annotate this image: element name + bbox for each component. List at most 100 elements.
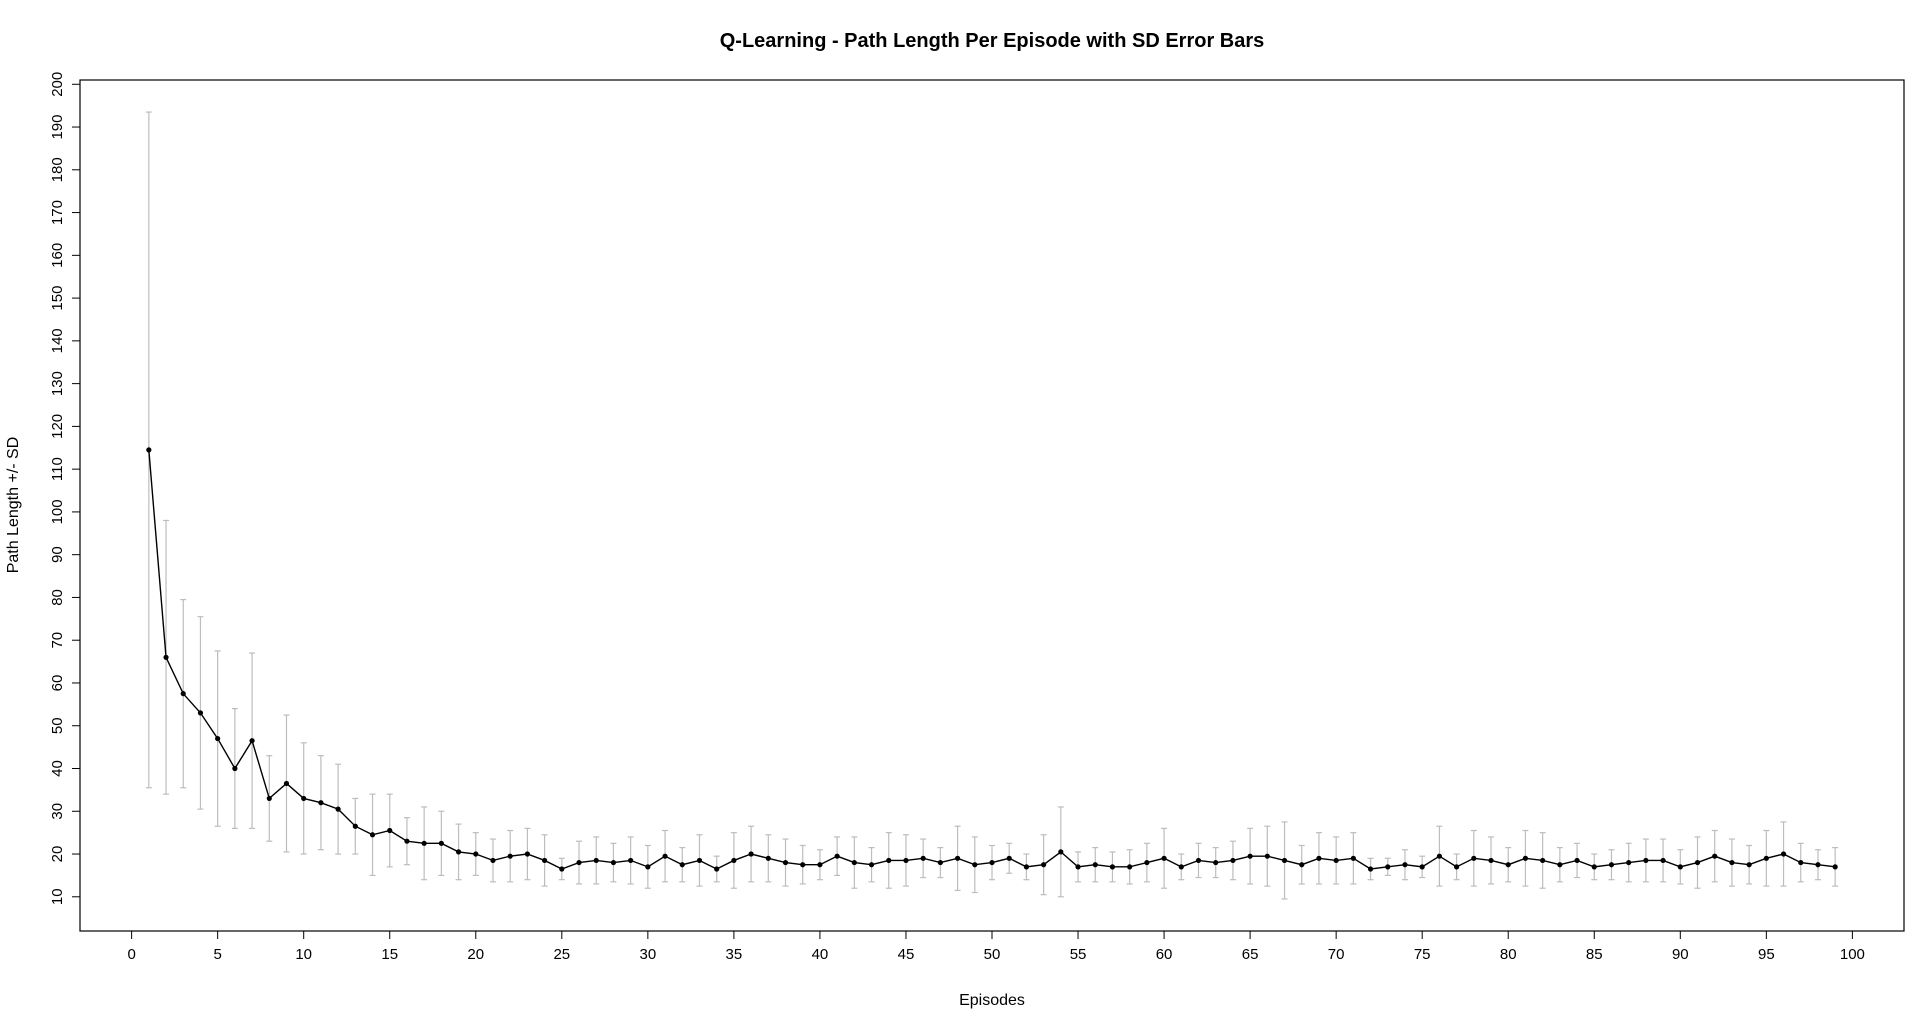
data-point [180, 691, 186, 697]
y-axis-label: Path Length +/- SD [5, 437, 22, 574]
data-point [1161, 855, 1167, 861]
y-tick-label: 180 [49, 157, 66, 182]
data-point [1694, 859, 1701, 866]
data-point [1195, 857, 1202, 864]
data-point [868, 862, 875, 868]
y-tick-label: 40 [49, 760, 66, 777]
data-point [387, 827, 393, 834]
data-point [696, 857, 703, 864]
data-point [1230, 857, 1236, 864]
data-point [542, 857, 548, 864]
data-point [1505, 862, 1511, 868]
x-tick-label: 85 [1586, 946, 1603, 963]
data-point [1608, 862, 1615, 868]
y-tick-label: 20 [49, 846, 66, 863]
y-tick-label: 110 [49, 457, 66, 481]
data-point [352, 823, 358, 829]
data-point [662, 853, 668, 859]
data-point [335, 806, 341, 812]
data-point [266, 795, 272, 802]
data-point [937, 859, 943, 866]
data-point [1660, 857, 1666, 864]
y-tick-label: 60 [49, 675, 66, 692]
x-tick-label: 50 [984, 946, 1001, 963]
y-tick-label: 140 [49, 328, 66, 353]
data-point [1333, 857, 1339, 864]
data-point [438, 840, 444, 846]
data-point [1815, 862, 1821, 868]
data-point [1299, 862, 1305, 868]
x-tick-label: 95 [1758, 946, 1775, 963]
data-point [1832, 864, 1838, 870]
y-axis: 10 20 30 40 50 60 70 80 90 100 110 120 130 140 150 160 1… [49, 72, 80, 905]
x-tick-label: 20 [467, 946, 484, 963]
data-point [748, 851, 754, 857]
data-point [1041, 862, 1047, 868]
x-axis-label: Episodes [959, 992, 1025, 1009]
y-tick-label: 170 [49, 200, 66, 225]
data-point [524, 851, 530, 857]
error-bars [145, 111, 1839, 900]
data-point [851, 859, 857, 866]
data-point [507, 853, 513, 859]
x-tick-label: 70 [1328, 946, 1345, 963]
data-point [1436, 853, 1442, 859]
y-tick-label: 200 [49, 72, 66, 97]
data-point [1677, 864, 1683, 870]
data-point [1643, 857, 1649, 864]
data-point [1798, 859, 1804, 866]
data-point [301, 795, 307, 802]
x-tick-label: 35 [726, 946, 743, 963]
data-point [1178, 864, 1184, 870]
data-point [1127, 864, 1133, 870]
data-point [1058, 849, 1064, 855]
data-point [318, 800, 324, 806]
data-point [972, 862, 978, 868]
data-point [1109, 864, 1116, 870]
y-tick-label: 100 [49, 499, 66, 524]
data-point [1746, 862, 1752, 868]
x-tick-label: 55 [1070, 946, 1087, 963]
data-point [765, 855, 771, 861]
data-point [215, 735, 221, 742]
data-point [1264, 853, 1270, 859]
y-tick-label: 80 [49, 589, 66, 606]
chart-title: Q-Learning - Path Length Per Episode wit… [720, 30, 1265, 52]
x-tick-label: 10 [295, 946, 312, 963]
y-tick-label: 30 [49, 803, 66, 820]
data-point [404, 838, 410, 844]
data-point [283, 780, 290, 787]
x-tick-label: 30 [640, 946, 657, 963]
x-tick-label: 80 [1500, 946, 1517, 963]
data-point [1522, 855, 1529, 861]
x-tick-label: 90 [1672, 946, 1689, 963]
data-point [903, 857, 909, 864]
data-point [782, 859, 789, 866]
data-point [886, 857, 892, 864]
data-point [800, 862, 806, 868]
data-point [1780, 851, 1787, 857]
x-tick-label: 15 [381, 946, 398, 963]
data-point [249, 738, 255, 744]
data-point [1574, 857, 1580, 864]
data-point [1540, 857, 1546, 864]
data-point [232, 765, 238, 772]
data-points [146, 447, 1838, 872]
data-point [369, 832, 376, 838]
data-point [593, 857, 599, 864]
data-point [1763, 855, 1769, 861]
y-tick-label: 160 [49, 243, 66, 268]
data-point [163, 654, 169, 660]
data-point [490, 857, 496, 864]
x-axis: 0 5 10 15 20 25 30 35 40 45 50 55 60 65 70 75 80 85 90 95 10… [127, 931, 1865, 963]
y-tick-label: 150 [49, 286, 66, 311]
data-point [989, 859, 995, 866]
data-point [1144, 859, 1150, 866]
y-tick-label: 190 [49, 115, 66, 140]
data-point [1247, 853, 1253, 859]
data-point [679, 862, 685, 868]
data-point [1281, 857, 1288, 864]
data-point [1350, 855, 1356, 861]
data-point [645, 864, 651, 870]
